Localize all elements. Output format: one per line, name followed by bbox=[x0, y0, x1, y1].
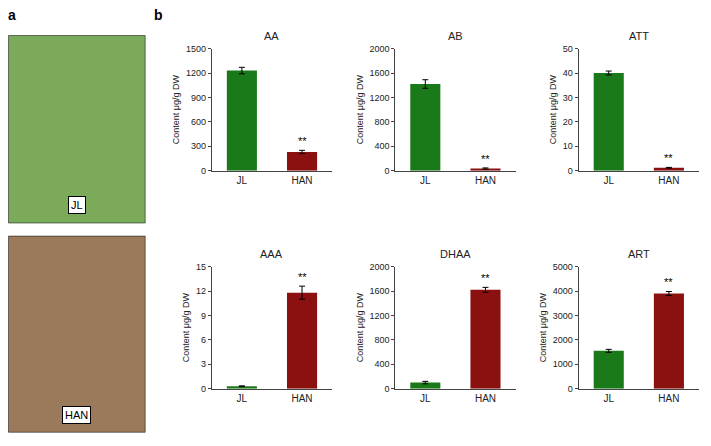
svg-text:Content μg/g DW: Content μg/g DW bbox=[355, 293, 365, 363]
svg-text:600: 600 bbox=[191, 117, 206, 127]
svg-text:900: 900 bbox=[191, 93, 206, 103]
svg-text:b: b bbox=[154, 7, 163, 23]
svg-text:15: 15 bbox=[196, 262, 206, 272]
svg-text:JL: JL bbox=[237, 393, 248, 404]
svg-text:**: ** bbox=[481, 153, 490, 165]
svg-text:300: 300 bbox=[191, 141, 206, 151]
svg-text:800: 800 bbox=[374, 335, 389, 345]
svg-text:JL: JL bbox=[237, 175, 248, 186]
svg-text:HAN: HAN bbox=[291, 393, 312, 404]
svg-text:1600: 1600 bbox=[369, 286, 389, 296]
svg-text:Content μg/g DW: Content μg/g DW bbox=[171, 75, 181, 145]
svg-text:5000: 5000 bbox=[553, 262, 573, 272]
svg-text:JL: JL bbox=[420, 393, 431, 404]
svg-text:JL: JL bbox=[420, 175, 431, 186]
svg-text:12: 12 bbox=[196, 286, 206, 296]
svg-text:1200: 1200 bbox=[369, 311, 389, 321]
svg-text:30: 30 bbox=[563, 93, 573, 103]
svg-text:4000: 4000 bbox=[553, 286, 573, 296]
svg-text:1600: 1600 bbox=[369, 68, 389, 78]
svg-text:0: 0 bbox=[568, 384, 573, 394]
svg-text:0: 0 bbox=[568, 166, 573, 176]
svg-text:HAN: HAN bbox=[291, 175, 312, 186]
svg-text:Content μg/g DW: Content μg/g DW bbox=[538, 293, 548, 363]
svg-text:1200: 1200 bbox=[369, 93, 389, 103]
svg-text:10: 10 bbox=[563, 141, 573, 151]
svg-text:400: 400 bbox=[374, 359, 389, 369]
svg-text:0: 0 bbox=[201, 384, 206, 394]
svg-text:Content μg/g DW: Content μg/g DW bbox=[181, 293, 191, 363]
svg-text:6: 6 bbox=[201, 335, 206, 345]
svg-text:0: 0 bbox=[201, 166, 206, 176]
svg-text:HAN: HAN bbox=[65, 409, 88, 421]
svg-text:AB: AB bbox=[448, 30, 463, 42]
svg-text:Content μg/g DW: Content μg/g DW bbox=[355, 75, 365, 145]
svg-text:HAN: HAN bbox=[475, 393, 496, 404]
svg-text:40: 40 bbox=[563, 68, 573, 78]
svg-text:400: 400 bbox=[374, 141, 389, 151]
svg-text:ART: ART bbox=[628, 248, 650, 260]
svg-text:1500: 1500 bbox=[186, 44, 206, 54]
svg-text:1000: 1000 bbox=[553, 359, 573, 369]
svg-text:**: ** bbox=[298, 271, 307, 283]
svg-text:3: 3 bbox=[201, 359, 206, 369]
svg-text:a: a bbox=[8, 7, 16, 23]
svg-text:JL: JL bbox=[603, 393, 614, 404]
svg-text:AAA: AAA bbox=[260, 248, 283, 260]
svg-text:AA: AA bbox=[264, 30, 279, 42]
svg-text:DHAA: DHAA bbox=[440, 248, 471, 260]
svg-text:JL: JL bbox=[71, 199, 83, 211]
svg-text:3000: 3000 bbox=[553, 311, 573, 321]
svg-text:HAN: HAN bbox=[475, 175, 496, 186]
svg-text:**: ** bbox=[298, 135, 307, 147]
svg-text:2000: 2000 bbox=[553, 335, 573, 345]
svg-text:1200: 1200 bbox=[186, 68, 206, 78]
svg-text:20: 20 bbox=[563, 117, 573, 127]
svg-text:800: 800 bbox=[374, 117, 389, 127]
svg-text:ATT: ATT bbox=[629, 30, 649, 42]
svg-text:0: 0 bbox=[384, 166, 389, 176]
svg-text:2000: 2000 bbox=[369, 262, 389, 272]
svg-text:HAN: HAN bbox=[658, 393, 679, 404]
svg-text:**: ** bbox=[664, 276, 673, 288]
svg-text:**: ** bbox=[481, 272, 490, 284]
svg-text:JL: JL bbox=[603, 175, 614, 186]
svg-text:9: 9 bbox=[201, 311, 206, 321]
svg-text:50: 50 bbox=[563, 44, 573, 54]
svg-text:Content μg/g DW: Content μg/g DW bbox=[548, 75, 558, 145]
svg-text:**: ** bbox=[664, 152, 673, 164]
svg-text:2000: 2000 bbox=[369, 44, 389, 54]
svg-text:HAN: HAN bbox=[658, 175, 679, 186]
svg-text:0: 0 bbox=[384, 384, 389, 394]
